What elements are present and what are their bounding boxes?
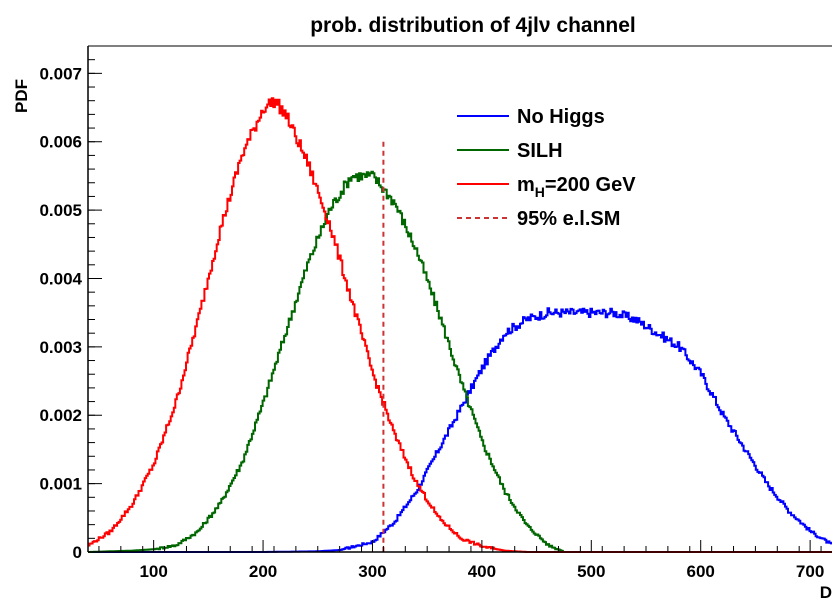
x-tick-label: 700 — [796, 562, 824, 581]
y-tick-label: 0.006 — [39, 133, 82, 152]
series-line-2 — [88, 97, 832, 553]
y-tick-label: 0.003 — [39, 338, 82, 357]
x-tick-label: 600 — [687, 562, 715, 581]
x-tick-label: 400 — [468, 562, 496, 581]
x-tick-label: 300 — [358, 562, 386, 581]
y-axis-label: PDF — [12, 79, 31, 113]
series-line-1 — [88, 170, 564, 553]
y-tick-label: 0.004 — [39, 269, 82, 288]
legend-label: SILH — [517, 140, 563, 162]
y-tick-label: 0.002 — [39, 406, 82, 425]
y-ticks: 0 0.001 0.002 0.003 0.004 0.005 0.006 0.007 — [39, 45, 102, 562]
y-tick-label: 0.007 — [39, 64, 82, 83]
legend-label: No Higgs — [517, 106, 605, 128]
y-tick-label: 0.005 — [39, 201, 82, 220]
x-ticks: 100 200 300 400 500 600 700 — [98, 540, 824, 581]
y-tick-label: 0.001 — [39, 475, 82, 494]
legend: No Higgs SILH mH=200 GeV 95% e.l.SM — [457, 106, 636, 230]
y-tick-label: 0 — [73, 543, 82, 562]
legend-label-vline: 95% e.l.SM — [517, 208, 620, 230]
x-axis-label: D — [820, 583, 832, 602]
x-tick-label: 500 — [577, 562, 605, 581]
series-line-0 — [88, 307, 832, 553]
x-tick-label: 100 — [139, 562, 167, 581]
x-tick-label: 200 — [249, 562, 277, 581]
plot-series — [88, 97, 832, 553]
legend-label: mH=200 GeV — [517, 174, 636, 200]
chart-title: prob. distribution of 4jlν channel — [310, 14, 636, 37]
